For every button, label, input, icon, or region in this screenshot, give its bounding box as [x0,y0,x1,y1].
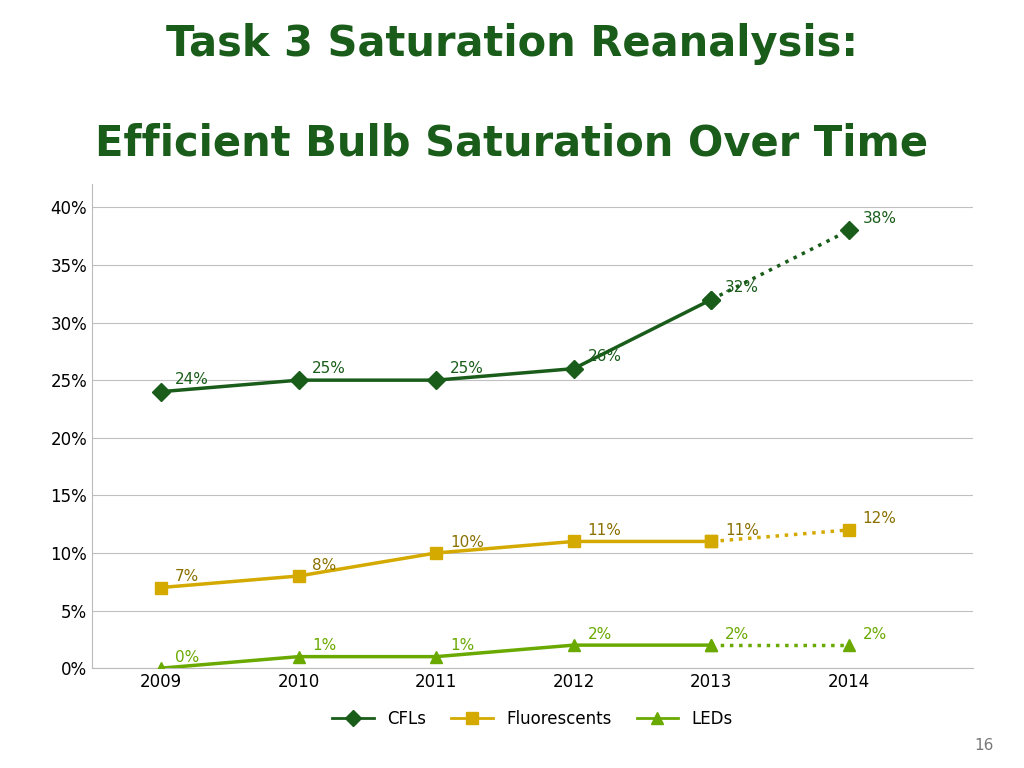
Text: 25%: 25% [450,360,483,376]
Text: 38%: 38% [862,210,897,226]
Text: 32%: 32% [725,280,759,295]
Text: 24%: 24% [175,372,209,387]
Text: 16: 16 [974,737,993,753]
Text: 7%: 7% [175,569,199,584]
Text: 11%: 11% [588,523,622,538]
Legend: CFLs, Fluorescents, LEDs: CFLs, Fluorescents, LEDs [326,703,739,735]
Text: 26%: 26% [588,349,622,364]
Text: Efficient Bulb Saturation Over Time: Efficient Bulb Saturation Over Time [95,123,929,165]
Text: 25%: 25% [312,360,346,376]
Text: 8%: 8% [312,558,337,573]
Text: 1%: 1% [450,638,474,653]
Text: Task 3 Saturation Reanalysis:: Task 3 Saturation Reanalysis: [166,23,858,65]
Text: 2%: 2% [862,627,887,642]
Text: 12%: 12% [862,511,897,527]
Text: 10%: 10% [450,535,483,550]
Text: 1%: 1% [312,638,337,653]
Text: 2%: 2% [588,627,611,642]
Text: 0%: 0% [175,650,199,664]
Text: 11%: 11% [725,523,759,538]
Text: 2%: 2% [725,627,750,642]
